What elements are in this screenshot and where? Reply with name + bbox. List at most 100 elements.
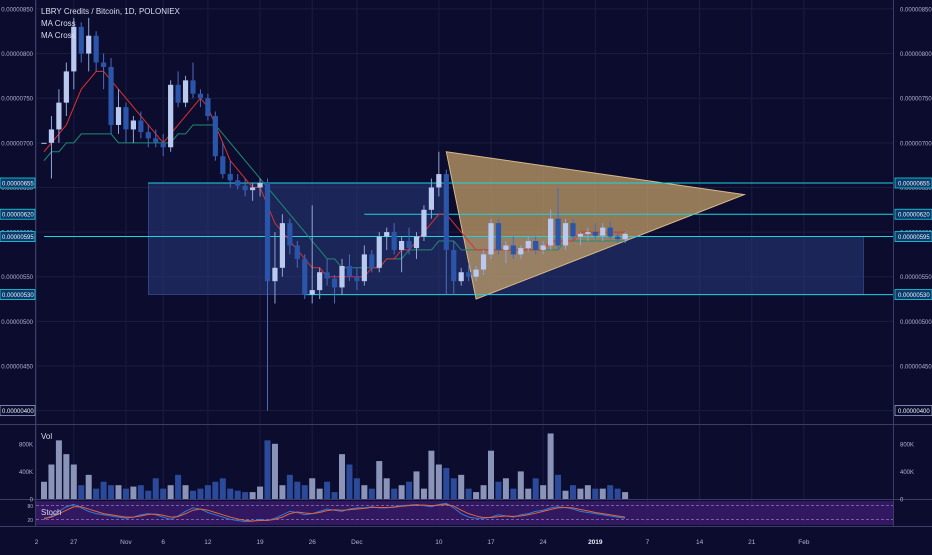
volume-bar bbox=[324, 481, 331, 499]
candle-body bbox=[361, 254, 367, 282]
candle-body bbox=[212, 116, 218, 157]
volume-bar bbox=[257, 486, 264, 499]
candle-body bbox=[615, 236, 621, 240]
candle-body bbox=[413, 236, 420, 249]
time-tick-label: 12 bbox=[204, 539, 212, 546]
candle-body bbox=[495, 223, 502, 250]
price-tick-label-left: 0.00000800 bbox=[1, 52, 33, 58]
candle-body bbox=[175, 84, 181, 103]
time-tick-label: Feb bbox=[798, 539, 810, 546]
price-level-badge-right bbox=[894, 208, 932, 220]
volume-bar bbox=[182, 485, 189, 499]
price-level-badge-right bbox=[894, 177, 932, 189]
volume-bar bbox=[212, 481, 219, 499]
candle-body bbox=[436, 174, 442, 188]
candle-body bbox=[555, 218, 561, 246]
volume-bar bbox=[55, 440, 62, 499]
price-level-badge-right bbox=[894, 231, 932, 242]
volume-bar bbox=[480, 485, 487, 499]
candle-body bbox=[466, 272, 472, 277]
candle-body bbox=[93, 35, 99, 63]
volume-bar bbox=[428, 450, 435, 499]
candle-body bbox=[518, 248, 524, 255]
price-tick-label-left: 0.00000750 bbox=[1, 97, 33, 103]
candle-body bbox=[317, 272, 323, 291]
candle-body bbox=[354, 276, 360, 282]
candle-body bbox=[503, 245, 509, 250]
volume-bar bbox=[368, 488, 375, 499]
volume-tick-label-left: 400K bbox=[19, 470, 33, 476]
price-tick-label-left: 0.00000850 bbox=[1, 7, 33, 13]
volume-bar bbox=[249, 492, 256, 499]
candle-body bbox=[562, 223, 569, 246]
candle-body bbox=[331, 278, 338, 288]
price-level-badge-left-text: 0.00000620 bbox=[2, 213, 34, 219]
stoch-tick-label-left: 20 bbox=[27, 518, 33, 524]
volume-bar bbox=[584, 485, 591, 499]
volume-bar bbox=[93, 488, 100, 499]
volume-bar bbox=[547, 433, 554, 499]
candle-body bbox=[101, 62, 107, 67]
volume-bar bbox=[465, 488, 472, 499]
candle-body bbox=[78, 26, 84, 54]
candle-body bbox=[540, 245, 546, 250]
time-tick-label: 26 bbox=[309, 539, 317, 546]
stoch-tick-label-left: 80 bbox=[27, 504, 33, 510]
volume-bar bbox=[361, 485, 368, 499]
candle-body bbox=[339, 266, 345, 288]
candle-body bbox=[279, 223, 285, 268]
candle-body bbox=[115, 107, 122, 125]
volume-bar bbox=[145, 490, 152, 499]
time-tick-label: 7 bbox=[646, 539, 650, 546]
indicator-ma-cross-1[interactable]: MA Cross bbox=[41, 19, 76, 28]
volume-bar bbox=[137, 485, 144, 499]
candle-body bbox=[123, 107, 129, 130]
volume-bar bbox=[592, 488, 599, 499]
indicator-ma-cross-2[interactable]: MA Cross bbox=[41, 31, 76, 40]
price-level-badge-left bbox=[0, 289, 36, 300]
candle-body bbox=[272, 267, 278, 282]
volume-bar bbox=[286, 474, 293, 499]
stoch-label[interactable]: Stoch bbox=[41, 508, 62, 517]
chart-title[interactable]: LBRY Credits / Bitcoin, 1D, POLONIEX bbox=[41, 7, 180, 16]
candle-body bbox=[197, 93, 204, 99]
volume-label[interactable]: Vol bbox=[41, 432, 53, 441]
volume-bar bbox=[309, 478, 316, 499]
price-level-badge-left-text: 0.00000595 bbox=[2, 235, 34, 241]
candle-body bbox=[48, 129, 55, 143]
volume-bar bbox=[458, 474, 465, 499]
candle-body bbox=[607, 227, 613, 237]
price-level-badge-right-text: 0.00000400 bbox=[898, 409, 930, 415]
volume-tick-label-left: 800K bbox=[19, 442, 33, 448]
candle-body bbox=[41, 142, 47, 144]
volume-bar bbox=[122, 488, 129, 499]
volume-bar bbox=[63, 454, 70, 499]
volume-bar bbox=[339, 454, 345, 499]
volume-bar bbox=[190, 490, 196, 499]
price-level-badge-left bbox=[0, 208, 36, 220]
candle-body bbox=[510, 245, 516, 255]
candle-body bbox=[108, 66, 114, 125]
volume-bar bbox=[502, 478, 509, 499]
price-level-badge-left bbox=[0, 231, 36, 242]
candle-body bbox=[182, 80, 189, 103]
volume-bar bbox=[175, 474, 182, 499]
volume-bar bbox=[398, 485, 405, 499]
candle-body bbox=[577, 233, 583, 237]
candle-body bbox=[324, 272, 330, 279]
price-level-badge-right-text: 0.00000620 bbox=[898, 213, 930, 219]
price-tick-label-right: 0.00000550 bbox=[900, 275, 932, 281]
candle-body bbox=[235, 180, 241, 186]
volume-bar bbox=[555, 474, 562, 499]
volume-bar bbox=[532, 478, 539, 499]
volume-bar bbox=[301, 485, 308, 499]
candle-body bbox=[56, 102, 62, 130]
price-tick-label-right: 0.00000750 bbox=[900, 97, 932, 103]
volume-bar bbox=[115, 485, 122, 499]
candle-body bbox=[473, 269, 479, 277]
price-level-badge-right bbox=[894, 405, 932, 417]
volume-bar bbox=[569, 485, 576, 499]
volume-bar bbox=[271, 443, 278, 499]
